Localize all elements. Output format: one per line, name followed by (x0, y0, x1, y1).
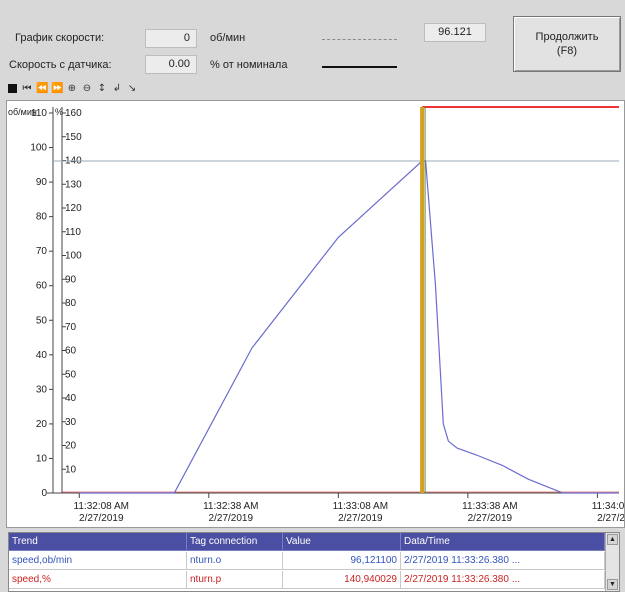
trend-value: 96,121100 (283, 552, 401, 570)
x-axis-date-label: 2/27/2019 (468, 513, 513, 524)
scroll-up-icon[interactable]: ▲ (607, 534, 618, 545)
speed-graph-unit: об/мин (210, 32, 246, 44)
y2-axis-tick-label: 80 (65, 298, 77, 309)
forward-icon[interactable]: ⏩ (51, 83, 64, 94)
y2-axis-tick-label: 110 (65, 227, 81, 238)
x-axis-date-label: 2/27/2019 (209, 513, 254, 524)
y-axis-tick-label: 0 (41, 488, 47, 499)
x-axis-date-label: 2/27/2019 (338, 513, 383, 524)
sensor-speed-label: Скорость с датчика: (9, 59, 112, 71)
table-row[interactable]: speed,% nturn.p 140,940029 2/27/2019 11:… (9, 571, 605, 589)
move-axes-icon[interactable]: ↕ (97, 83, 107, 94)
continue-button-label: Продолжить (535, 31, 599, 43)
table-row[interactable]: speed,ob/min nturn.o 96,121100 2/27/2019… (9, 552, 605, 570)
trend-values-table: Trend Tag connection Value Data/Time spe… (8, 532, 620, 592)
trend-name: speed,ob/min (9, 552, 187, 570)
y2-axis-tick-label: 30 (65, 417, 77, 428)
scroll-down-icon[interactable]: ▼ (607, 579, 618, 590)
zoom-in-icon[interactable]: ⊕ (67, 83, 77, 94)
y2-axis-tick-label: 160 (65, 108, 82, 119)
trend-toolbar: ⏮ ⏪ ⏩ ⊕ ⊖ ↕ ↲ ↘ (6, 81, 138, 97)
x-axis-tick-label: 11:33:08 AM (333, 501, 388, 512)
zoom-out-icon[interactable]: ⊖ (82, 83, 92, 94)
y-axis-tick-label: 50 (36, 315, 48, 326)
y-axis-tick-label: 80 (36, 212, 48, 223)
sensor-line-sample (322, 66, 397, 68)
column-header-value[interactable]: Value (283, 533, 401, 551)
stop-icon[interactable] (6, 83, 18, 95)
rewind-icon[interactable]: ⏪ (36, 83, 49, 94)
sensor-speed-unit: % от номинала (210, 59, 288, 71)
y-axis-tick-label: 20 (36, 419, 48, 430)
y2-axis-tick-label: 60 (65, 346, 77, 357)
x-axis-tick-label: 11:32:38 AM (203, 501, 258, 512)
original-view-icon[interactable]: ↲ (112, 83, 122, 94)
y2-axis-tick-label: 150 (65, 132, 82, 143)
table-header-row: Trend Tag connection Value Data/Time (9, 533, 605, 551)
x-axis-date-label: 2/27/2019 (597, 513, 624, 524)
y2-axis-tick-label: 10 (65, 464, 77, 475)
speed-graph-value: 0 (145, 29, 197, 48)
continue-button[interactable]: Продолжить (F8) (513, 16, 621, 72)
x-axis-tick-label: 11:33:38 AM (462, 501, 517, 512)
column-header-trend[interactable]: Trend (9, 533, 187, 551)
trend-datetime: 2/27/2019 11:33:26.380 ... (401, 571, 605, 589)
speed-graph-label: График скорости: (15, 32, 105, 44)
first-icon[interactable]: ⏮ (22, 83, 32, 94)
trend-value: 140,940029 (283, 571, 401, 589)
trend-name: speed,% (9, 571, 187, 589)
x-axis-tick-label: 11:32:08 AM (74, 501, 129, 512)
y2-axis-tick-label: 20 (65, 441, 77, 452)
y-axis-unit-label: об/мин (8, 107, 37, 117)
trend-plot-area[interactable]: об/мин% 0 10 20 30 40 50 60 70 80 90 100 110 10 20 30 40… (6, 100, 625, 528)
y-axis-tick-label: 30 (36, 384, 48, 395)
trend-datetime: 2/27/2019 11:33:26.380 ... (401, 552, 605, 570)
speed-series-line (79, 160, 619, 494)
tag-connection: nturn.p (187, 571, 283, 589)
ruler-icon[interactable]: ↘ (127, 83, 137, 94)
y2-axis-tick-label: 40 (65, 393, 77, 404)
column-header-tag[interactable]: Tag connection (187, 533, 283, 551)
y-axis-tick-label: 70 (36, 246, 48, 257)
y2-axis-tick-label: 100 (65, 251, 82, 262)
y-axis-tick-label: 90 (36, 177, 48, 188)
y-axis-tick-label: 10 (36, 453, 48, 464)
y2-axis-tick-label: 70 (65, 322, 77, 333)
table-scrollbar[interactable]: ▲ ▼ (605, 533, 619, 591)
y2-axis-tick-label: 90 (65, 274, 77, 285)
speed-graph-line-sample (322, 39, 397, 40)
y-axis-tick-label: 110 (31, 108, 47, 119)
speed-trend-chart[interactable]: об/мин % 0 10 20 30 40 50 60 70 80 90 100 110 10 20 30 40… (7, 101, 624, 527)
column-header-datetime[interactable]: Data/Time (401, 533, 605, 551)
y2-axis-tick-label: 50 (65, 369, 77, 380)
x-axis-date-label: 2/27/2019 (79, 513, 124, 524)
y2-axis-tick-label: 130 (65, 179, 82, 190)
cursor-readout: 96.121 (424, 23, 486, 42)
continue-button-hotkey: (F8) (556, 45, 578, 57)
tag-connection: nturn.o (187, 552, 283, 570)
x-axis-tick-label: 11:34:08 AM (592, 501, 624, 512)
y2-axis-tick-label: 120 (65, 203, 82, 214)
y-axis-tick-label: 100 (30, 143, 47, 154)
sensor-speed-value: 0.00 (145, 55, 197, 74)
y-axis-tick-label: 60 (36, 281, 48, 292)
y2-axis-unit-label: % (55, 107, 63, 117)
y-axis-tick-label: 40 (36, 350, 48, 361)
